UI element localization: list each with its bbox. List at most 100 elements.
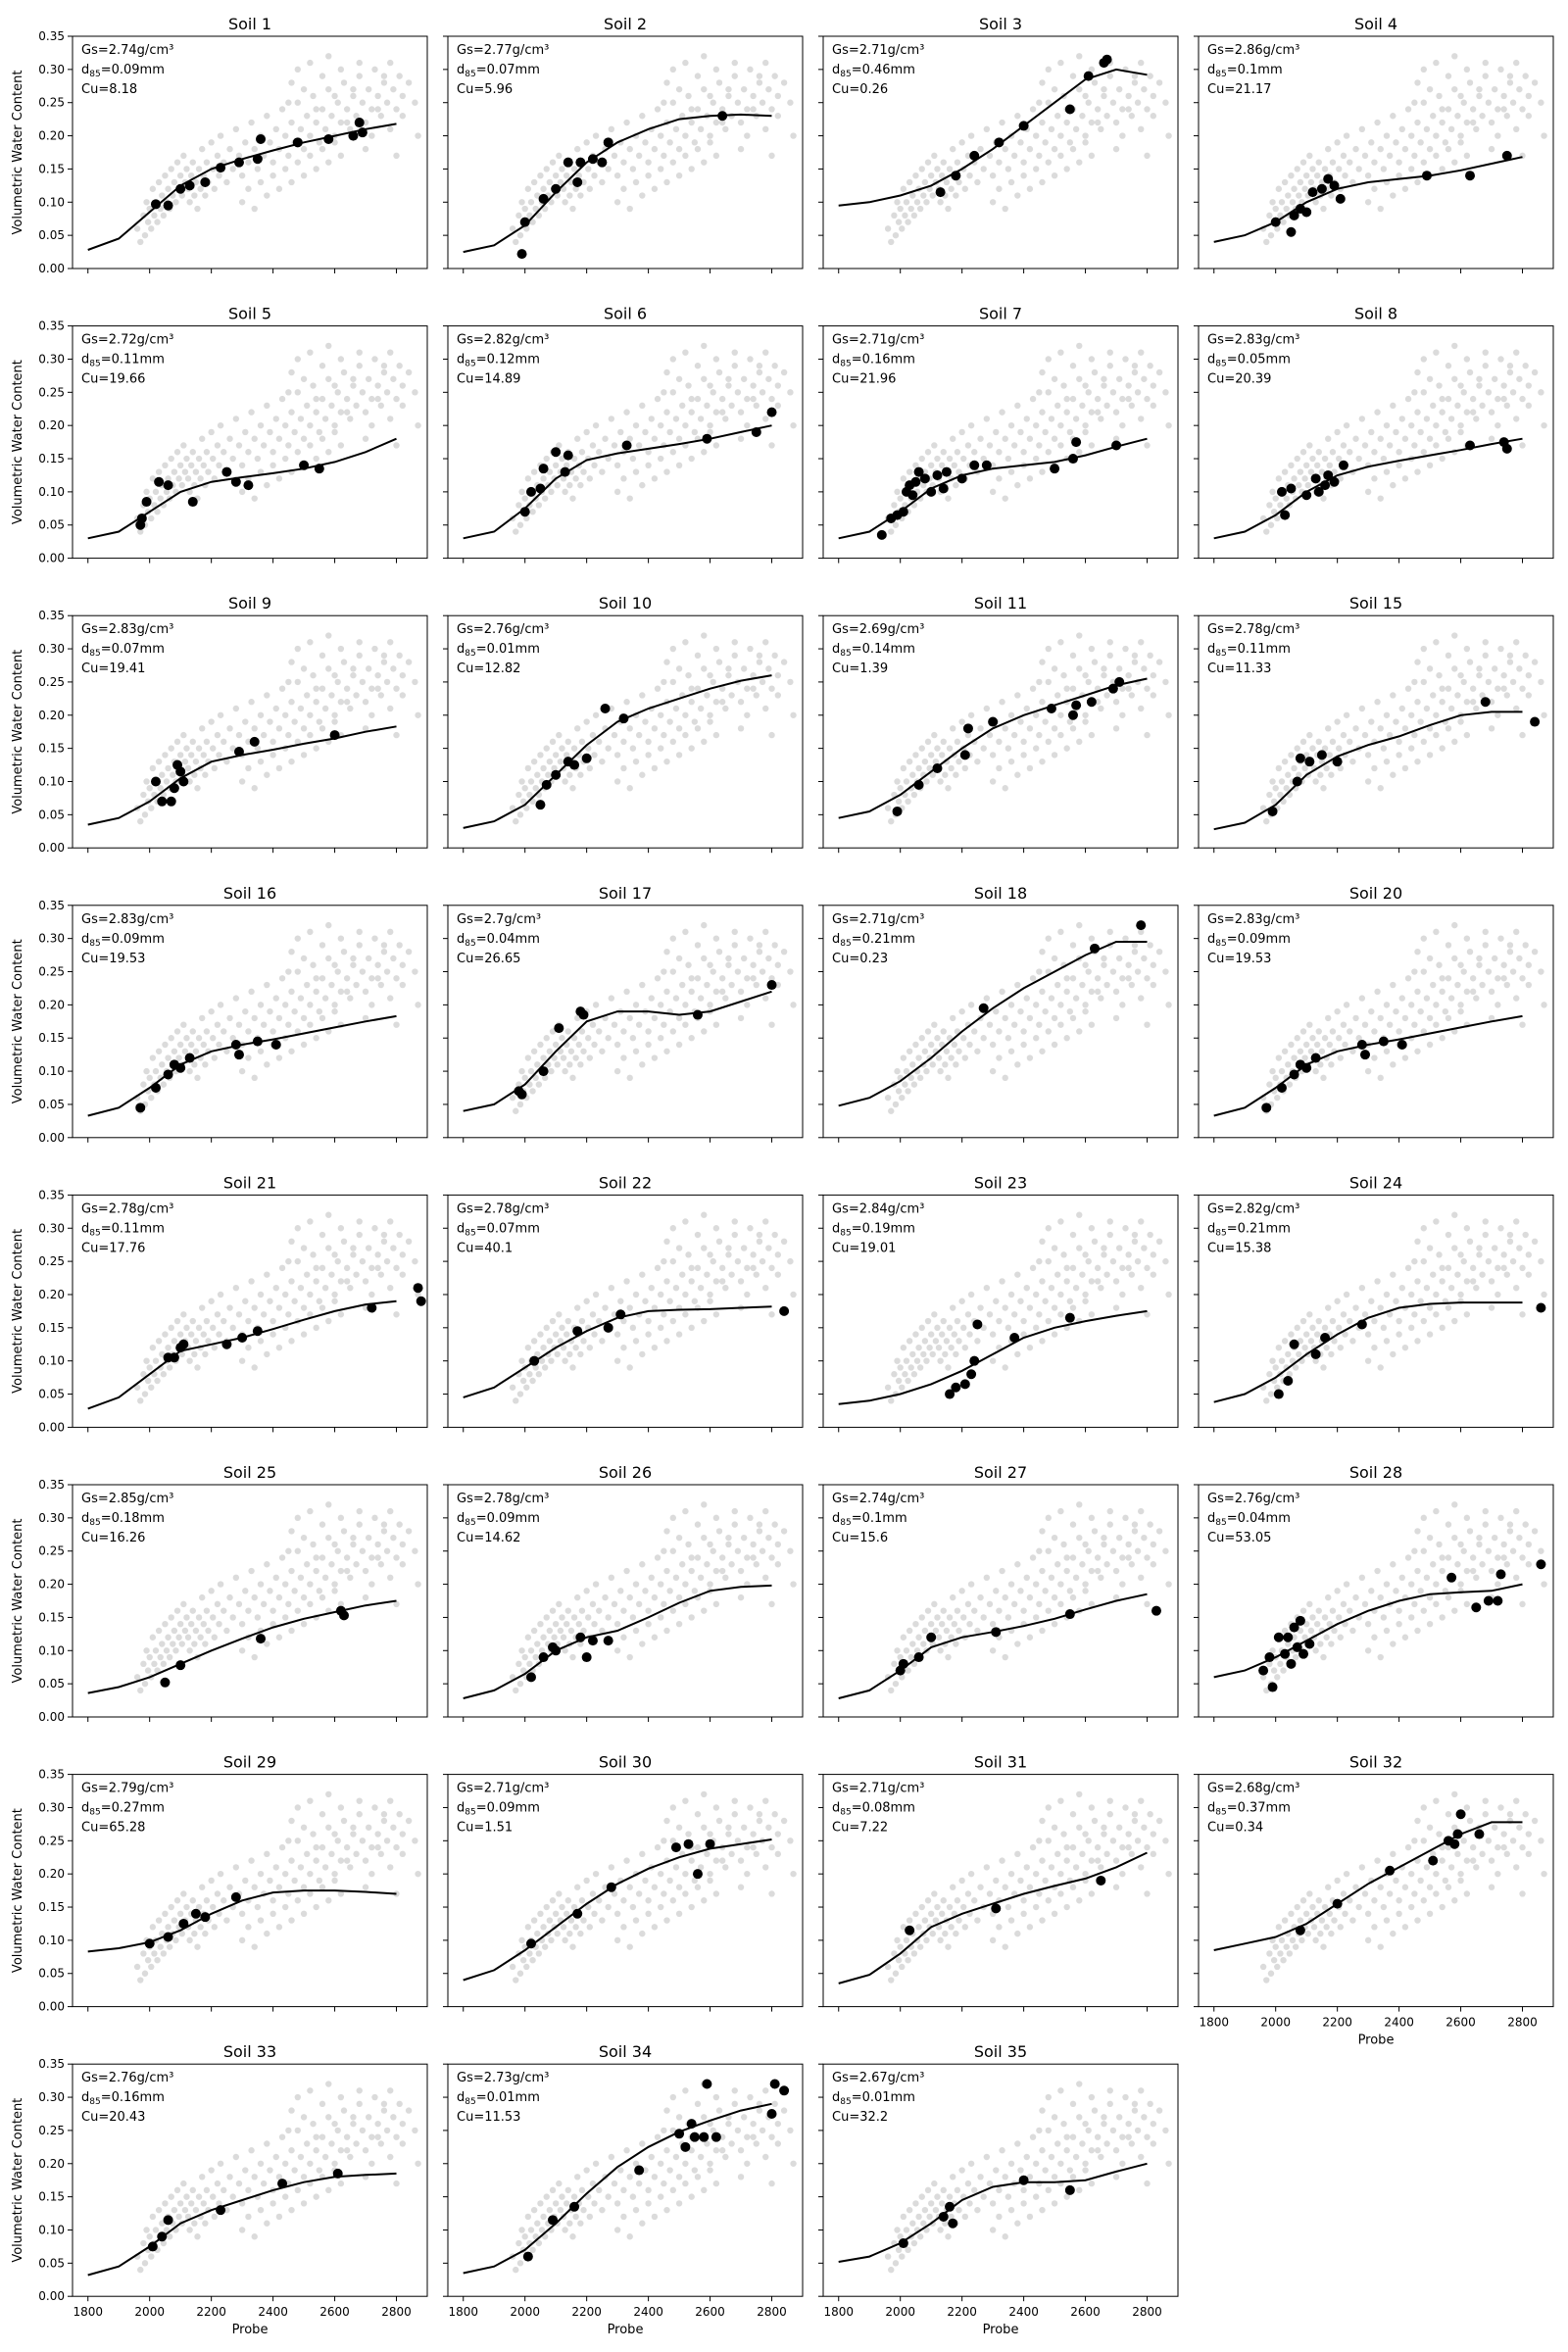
background-point (275, 1884, 283, 1890)
background-point (1103, 1561, 1110, 1568)
background-point (325, 1897, 332, 1904)
background-point (1150, 692, 1157, 699)
background-point (288, 949, 295, 956)
background-point (1426, 1304, 1434, 1311)
background-point (1476, 1251, 1483, 1258)
background-point (238, 1647, 246, 1654)
background-point (1368, 718, 1375, 725)
data-point (898, 1658, 908, 1669)
background-point (569, 1364, 576, 1371)
background-point (1039, 409, 1046, 416)
background-point (160, 1950, 168, 1957)
background-point (926, 764, 933, 772)
background-point (1361, 442, 1369, 449)
d85-label: d85=0.09mm (81, 63, 165, 79)
subplot-title: Soil 22 (599, 1173, 652, 1192)
background-point (1525, 382, 1533, 389)
background-point (903, 778, 910, 785)
background-point (753, 981, 760, 989)
background-point (977, 435, 984, 442)
background-point (1292, 1653, 1299, 1661)
background-point (951, 1621, 957, 1628)
background-point (1401, 725, 1409, 732)
background-point (374, 1541, 381, 1548)
background-point (1386, 442, 1394, 449)
y-tick-label: 0.20 (38, 1578, 65, 1592)
background-point (1141, 1534, 1148, 1542)
background-point (740, 1534, 748, 1542)
background-point (1082, 92, 1089, 100)
gs-label: Gs=2.86g/cm³ (1207, 43, 1299, 58)
background-point (1007, 1048, 1015, 1054)
background-point (1045, 738, 1052, 746)
background-point (894, 199, 901, 206)
background-point (927, 1621, 935, 1628)
background-point (242, 718, 249, 725)
data-point (1136, 920, 1147, 931)
background-point (1473, 995, 1480, 1002)
background-point (1522, 1231, 1529, 1239)
background-point (523, 1963, 530, 1971)
y-tick-label: 0.05 (38, 1677, 65, 1690)
background-point (731, 1521, 738, 1528)
background-point (1098, 1864, 1104, 1871)
background-point (921, 758, 929, 765)
background-point (1310, 1924, 1318, 1931)
background-point (229, 1614, 236, 1621)
data-point (243, 480, 254, 491)
background-point (340, 1238, 348, 1246)
background-point (682, 1890, 689, 1897)
background-point (343, 409, 351, 416)
background-point (1417, 718, 1424, 725)
background-point (1342, 1331, 1348, 1338)
data-point (926, 1632, 937, 1642)
background-point (1531, 368, 1539, 376)
background-point (1457, 382, 1464, 389)
background-point (563, 1331, 570, 1338)
background-point (989, 752, 997, 759)
background-point (307, 1002, 314, 1008)
background-point (768, 731, 775, 739)
background-point (1457, 1541, 1464, 1548)
background-point (669, 1804, 676, 1811)
background-point (275, 1054, 283, 1061)
background-point (1272, 205, 1279, 213)
background-point (1326, 462, 1333, 468)
background-point (977, 725, 984, 732)
background-point (176, 462, 184, 468)
background-point (304, 981, 311, 989)
background-point (1119, 711, 1126, 718)
background-point (1390, 1271, 1396, 1278)
background-point (396, 942, 403, 949)
background-point (986, 731, 994, 739)
subplot: Soil 1Gs=2.74g/cm³d85=0.09mmCu=8.180.000… (11, 15, 428, 275)
background-point (639, 1641, 646, 1647)
background-point (715, 1238, 723, 1246)
background-point (343, 699, 351, 706)
background-point (639, 771, 646, 778)
background-point (1294, 1903, 1300, 1911)
background-point (1088, 66, 1096, 74)
background-point (300, 1910, 308, 1918)
background-point (1119, 685, 1126, 692)
background-point (154, 219, 161, 225)
background-point (1420, 1514, 1427, 1522)
background-point (663, 178, 670, 186)
background-point (1076, 665, 1083, 672)
subplot: Soil 25Gs=2.85g/cm³d85=0.18mmCu=16.260.0… (11, 1463, 428, 1724)
background-point (694, 73, 702, 79)
background-point (1131, 1521, 1139, 1528)
background-point (710, 968, 716, 975)
background-point (771, 1231, 778, 1239)
background-point (1033, 1002, 1040, 1008)
background-point (300, 1621, 308, 1628)
background-point (707, 1251, 713, 1258)
background-point (1002, 495, 1008, 502)
background-point (1020, 1317, 1027, 1325)
background-point (1036, 731, 1043, 739)
background-point (282, 1903, 289, 1911)
background-point (343, 1857, 351, 1864)
background-point (639, 1271, 646, 1278)
background-point (756, 363, 763, 369)
background-point (155, 758, 163, 765)
